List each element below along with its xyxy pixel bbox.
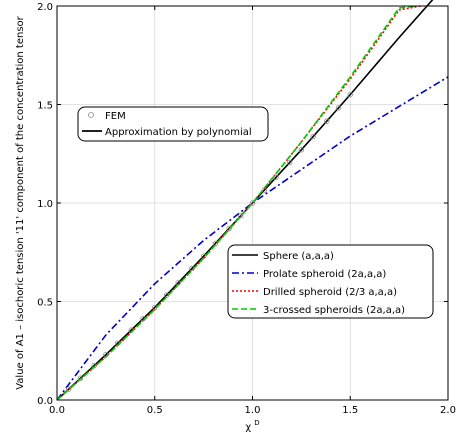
fem-point [324,118,330,124]
y-tick-label: 2.0 [37,2,53,13]
y-tick-label: 1.0 [37,199,53,210]
fem-point [152,304,158,311]
y-tick-label: 0.5 [37,298,53,309]
legend-bottom-label: Prolate spheroid (2a,a,a) [263,269,386,280]
tick-layer: 0.0 0.5 1.0 1.5 2.0 0.0 0.5 1.0 1.5 2.0 [37,2,456,416]
fem-point [91,362,97,369]
fem-point [66,386,72,392]
x-axis-label: χ D [245,419,259,433]
fem-point [175,280,181,286]
series-line [56,76,449,401]
x-tick-label: 0.5 [147,405,163,416]
x-axis-label-sup: D [254,419,259,427]
fem-points [66,91,353,392]
legend-top-label: Approximation by polynomial [105,127,252,138]
y-axis-label: Value of A1 – isochoric tension '11' com… [15,15,26,389]
legend-bottom-label: Drilled spheroid (2/3 a,a,a) [263,287,397,298]
fem-point [114,340,121,347]
x-axis-label-main: χ [245,422,251,433]
legend-top: FEM Approximation by polynomial [77,106,269,142]
fem-point [261,187,267,193]
fem-point [249,200,256,206]
fem-point [200,253,207,259]
fem-point [273,174,279,181]
legend-top-label: FEM [105,111,126,122]
legend-bottom-label: 3-crossed spheroids (2a,a,a) [263,305,405,316]
fem-point [128,327,134,333]
legend-bottom-label: Sphere (a,a,a) [263,251,334,262]
series-layer [56,0,449,401]
x-tick-label: 0.0 [49,405,65,416]
fem-point [310,133,316,140]
fem-point [77,375,84,381]
fem-point [238,213,244,219]
legend-bottom: Sphere (a,a,a) Prolate spheroid (2a,a,a) D… [227,244,434,319]
x-tick-label: 1.5 [342,405,358,416]
fem-point [140,316,146,322]
y-tick-label: 1.5 [37,101,53,112]
fem-point [189,265,195,272]
legend-bottom-box [227,244,434,319]
fem-point [347,91,353,98]
fem-point [103,351,109,358]
fem-point [335,105,342,111]
fem-point [226,225,232,232]
x-tick-label: 2.0 [440,405,456,416]
fem-point [286,159,293,166]
fem-point [298,147,305,153]
legend-top-box [77,106,269,142]
fem-point [212,240,219,247]
legend-fem-marker [88,112,94,118]
x-tick-label: 1.0 [245,405,261,416]
y-tick-label: 0.0 [37,396,53,407]
series-line [56,5,421,401]
fem-point [163,292,170,298]
